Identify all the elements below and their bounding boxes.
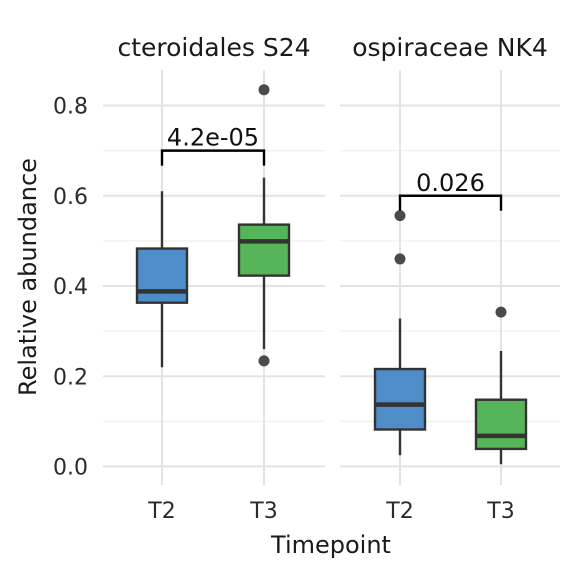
significance-bracket xyxy=(398,194,503,211)
x-tick-label: T2 xyxy=(385,499,413,524)
panel-title: ospiraceae NK4 xyxy=(352,33,548,62)
y-tick-label: 0.8 xyxy=(53,95,88,120)
y-tick-label: 0.6 xyxy=(53,185,88,210)
x-tick-label: T3 xyxy=(486,499,514,524)
x-axis-title: Timepoint xyxy=(270,531,391,559)
x-tick-label: T3 xyxy=(249,499,277,524)
outlier-point xyxy=(495,306,507,318)
outlier-point xyxy=(394,210,406,222)
outlier-point xyxy=(394,253,406,265)
tick-labels: cteroidales S24 4.2e-05 T2 T3 ospiraceae NK4… xyxy=(53,33,548,524)
chart-marks xyxy=(135,84,528,465)
y-tick-label: 0.4 xyxy=(53,275,88,300)
y-axis-title: Relative abundance xyxy=(14,158,42,396)
p-value-label: 4.2e-05 xyxy=(167,124,259,152)
x-tick-label: T2 xyxy=(147,499,175,524)
outlier-point xyxy=(258,84,270,96)
y-tick-label: 0.2 xyxy=(53,365,88,390)
panel-title: cteroidales S24 xyxy=(117,33,310,62)
outlier-point xyxy=(258,355,270,367)
box-iqr xyxy=(237,223,291,277)
y-tick-label: 0.0 xyxy=(53,456,88,481)
box-iqr xyxy=(373,367,427,431)
box-iqr xyxy=(474,398,528,451)
p-value-label: 0.026 xyxy=(416,169,485,197)
significance-bracket xyxy=(160,149,266,166)
box-iqr xyxy=(135,247,189,304)
